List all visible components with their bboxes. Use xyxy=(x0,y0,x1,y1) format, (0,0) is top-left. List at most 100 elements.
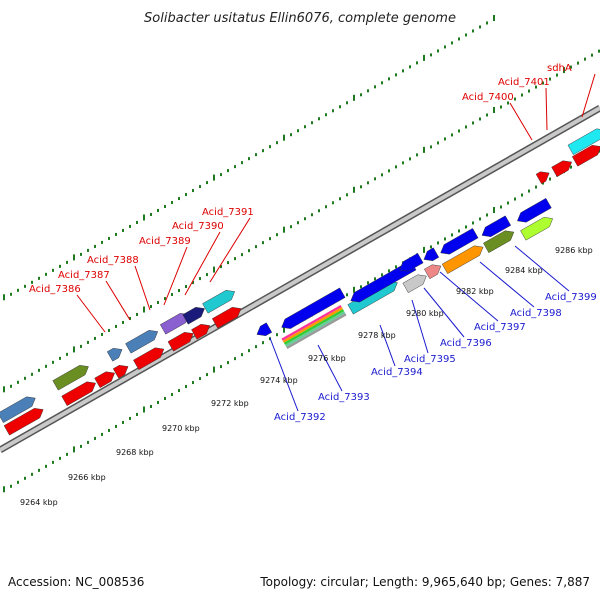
tick-mark xyxy=(395,73,397,77)
label-leader xyxy=(317,344,343,392)
tick-mark xyxy=(465,33,467,37)
tick-mark xyxy=(255,345,257,349)
tick-mark xyxy=(535,185,537,189)
gene-label[interactable]: Acid_7394 xyxy=(371,367,423,378)
tick-mark xyxy=(402,161,404,165)
tick-mark xyxy=(374,277,376,281)
gene-label[interactable]: sdhA xyxy=(547,63,572,74)
scale-tick-label: 9278 kbp xyxy=(358,331,396,340)
tick-mark xyxy=(164,397,166,401)
gene-label[interactable]: Acid_7400 xyxy=(462,92,514,103)
tick-mark xyxy=(108,428,110,432)
tick-mark xyxy=(157,401,159,405)
tick-mark xyxy=(304,125,306,129)
tick-mark xyxy=(437,49,439,53)
tick-mark xyxy=(444,237,446,241)
tick-mark xyxy=(52,360,54,364)
tick-mark xyxy=(38,276,40,280)
gene-arrow xyxy=(202,290,236,314)
tick-mark xyxy=(276,141,278,145)
gene-label[interactable]: Acid_7390 xyxy=(172,221,224,232)
tick-mark xyxy=(353,186,355,193)
tick-mark xyxy=(465,125,467,129)
tick-mark xyxy=(325,113,327,117)
tick-mark xyxy=(304,217,306,221)
tick-mark xyxy=(283,326,285,333)
tick-mark xyxy=(17,380,19,384)
gene-label[interactable]: Acid_7391 xyxy=(202,207,254,218)
gene-label[interactable]: Acid_7393 xyxy=(318,392,370,403)
tick-mark xyxy=(206,373,208,377)
gene-arrow xyxy=(281,287,346,329)
tick-mark xyxy=(311,213,313,217)
tick-mark xyxy=(269,237,271,241)
label-leader xyxy=(379,324,396,367)
tick-mark xyxy=(143,306,145,313)
tick-mark xyxy=(122,228,124,232)
tick-mark xyxy=(59,264,61,268)
gene-arrow xyxy=(0,396,36,423)
tick-mark xyxy=(528,89,530,93)
tick-mark xyxy=(157,209,159,213)
gene-label[interactable]: Acid_7397 xyxy=(474,322,526,333)
gene-arrow xyxy=(191,324,211,340)
tick-mark xyxy=(101,432,103,436)
tick-mark xyxy=(94,336,96,340)
tick-mark xyxy=(395,265,397,269)
tick-mark xyxy=(416,153,418,157)
tick-mark xyxy=(290,133,292,137)
tick-mark xyxy=(108,236,110,240)
tick-mark xyxy=(472,121,474,125)
tick-mark xyxy=(227,261,229,265)
gene-label[interactable]: Acid_7401 xyxy=(498,77,550,88)
tick-mark xyxy=(52,268,54,272)
tick-mark xyxy=(451,133,453,137)
tick-mark xyxy=(73,446,75,453)
tick-mark xyxy=(507,201,509,205)
stripe-feature xyxy=(285,311,346,347)
tick-mark xyxy=(367,281,369,285)
tick-mark xyxy=(430,53,432,57)
tick-mark xyxy=(24,476,26,480)
tick-mark xyxy=(472,221,474,225)
tick-mark xyxy=(479,217,481,221)
tick-mark xyxy=(227,169,229,173)
tick-mark xyxy=(507,101,509,105)
tick-mark xyxy=(24,376,26,380)
gene-label[interactable]: Acid_7389 xyxy=(139,236,191,247)
gene-label[interactable]: Acid_7387 xyxy=(58,270,110,281)
tick-mark xyxy=(458,229,460,233)
tick-mark xyxy=(269,145,271,149)
gene-label[interactable]: Acid_7388 xyxy=(87,255,139,266)
tick-mark xyxy=(500,105,502,109)
label-leader xyxy=(411,299,429,354)
tick-mark xyxy=(570,165,572,169)
tick-mark xyxy=(220,265,222,269)
gene-label[interactable]: Acid_7399 xyxy=(545,292,597,303)
tick-mark xyxy=(3,294,5,301)
gene-label[interactable]: Acid_7386 xyxy=(29,284,81,295)
tick-mark xyxy=(388,169,390,173)
gene-label[interactable]: Acid_7398 xyxy=(510,308,562,319)
backbone xyxy=(0,106,600,452)
tick-mark xyxy=(129,316,131,320)
tick-mark xyxy=(248,249,250,253)
label-leader xyxy=(479,261,535,308)
tick-mark xyxy=(143,214,145,221)
tick-mark xyxy=(66,452,68,456)
gene-label[interactable]: Acid_7392 xyxy=(274,412,326,423)
tick-mark xyxy=(332,201,334,205)
gene-label[interactable]: Acid_7395 xyxy=(404,354,456,365)
tick-mark xyxy=(66,352,68,356)
tick-mark xyxy=(262,341,264,345)
tick-mark xyxy=(367,181,369,185)
tick-mark xyxy=(577,61,579,65)
accession-text: Accession: NC_008536 xyxy=(8,575,144,589)
gene-label[interactable]: Acid_7396 xyxy=(440,338,492,349)
tick-mark xyxy=(535,85,537,89)
gene-arrow xyxy=(481,215,512,237)
tick-mark xyxy=(486,21,488,25)
tick-mark xyxy=(458,129,460,133)
tick-mark xyxy=(598,49,600,53)
tick-mark xyxy=(241,161,243,165)
